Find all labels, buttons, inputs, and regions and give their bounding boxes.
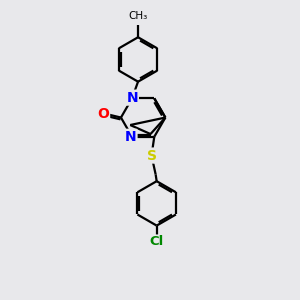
Text: Cl: Cl [149,236,164,248]
Text: S: S [146,148,157,163]
Text: N: N [125,130,136,144]
Text: O: O [97,107,109,121]
Text: N: N [126,91,138,105]
Text: CH₃: CH₃ [128,11,148,20]
